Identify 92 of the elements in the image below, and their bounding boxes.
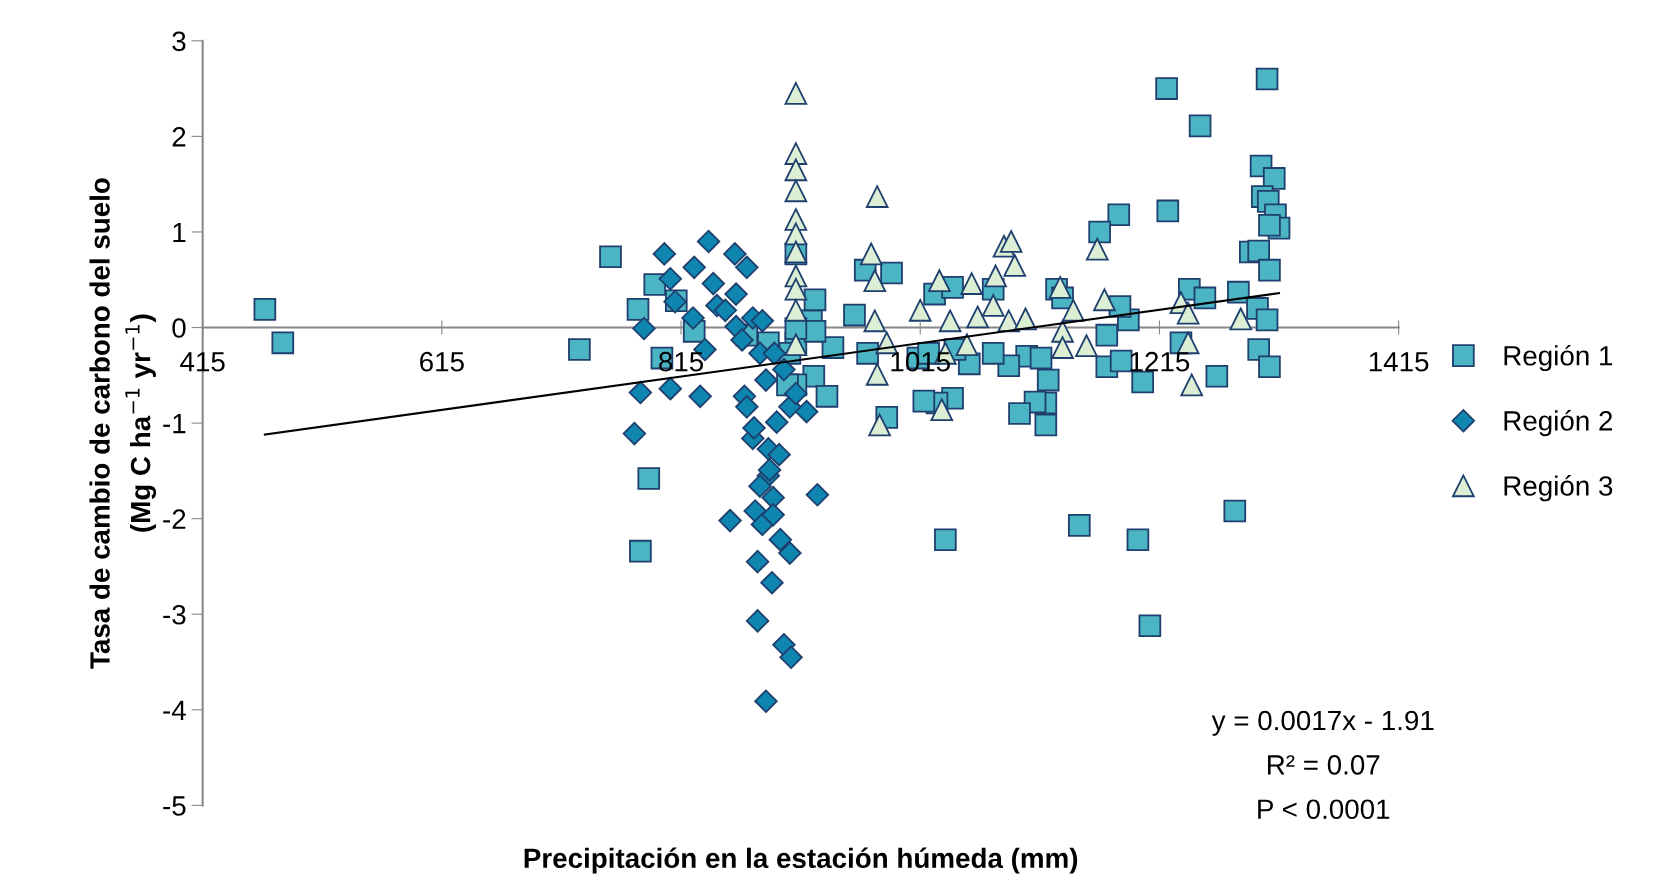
point bbox=[794, 399, 819, 424]
point bbox=[784, 82, 808, 105]
point bbox=[754, 368, 778, 392]
point bbox=[955, 333, 979, 357]
annotation: y = 0.0017x - 1.91 bbox=[1211, 710, 1434, 736]
point bbox=[960, 272, 983, 295]
point bbox=[748, 474, 772, 498]
point bbox=[757, 458, 782, 482]
point bbox=[859, 242, 883, 266]
y-tick-label: 2 bbox=[172, 127, 186, 147]
point bbox=[701, 271, 726, 296]
y-tick-label: 3 bbox=[172, 31, 186, 52]
point bbox=[718, 508, 742, 533]
point bbox=[1062, 298, 1085, 322]
point bbox=[745, 549, 770, 574]
point bbox=[1075, 334, 1098, 358]
point bbox=[696, 229, 721, 254]
point bbox=[723, 242, 747, 266]
point bbox=[778, 541, 802, 565]
point bbox=[652, 242, 677, 266]
point bbox=[784, 158, 808, 182]
point bbox=[765, 410, 789, 434]
point bbox=[762, 341, 787, 366]
point bbox=[863, 269, 887, 293]
point bbox=[1180, 373, 1204, 397]
y-tick-label: -5 bbox=[163, 796, 186, 816]
point bbox=[779, 645, 803, 669]
point bbox=[750, 309, 775, 333]
point bbox=[863, 309, 887, 333]
point bbox=[784, 142, 808, 165]
y-tick-label: -1 bbox=[163, 414, 186, 434]
point bbox=[632, 316, 656, 341]
y-tick-label: -4 bbox=[163, 700, 186, 720]
point bbox=[1048, 276, 1072, 299]
x-axis-title: Precipitación en la estación húmeda (mm) bbox=[524, 847, 1078, 874]
point bbox=[682, 255, 706, 280]
point bbox=[908, 298, 932, 322]
point bbox=[1003, 254, 1027, 277]
point bbox=[984, 264, 1007, 288]
point bbox=[761, 503, 785, 527]
point bbox=[1229, 307, 1253, 331]
point bbox=[658, 267, 682, 291]
point bbox=[928, 269, 951, 293]
point bbox=[768, 527, 793, 552]
y-tick-label: -2 bbox=[163, 509, 186, 529]
annotation: R² = 0.07 bbox=[1268, 755, 1380, 775]
point bbox=[730, 328, 754, 352]
point bbox=[745, 609, 770, 633]
annotation: P < 0.0001 bbox=[1258, 799, 1390, 820]
x-tick-label: 415 bbox=[180, 352, 225, 372]
y-tick-label: 1 bbox=[173, 222, 186, 243]
point bbox=[760, 571, 784, 595]
point bbox=[1093, 288, 1116, 312]
point bbox=[805, 483, 830, 507]
point bbox=[784, 222, 808, 246]
x-tick-label: 1015 bbox=[891, 351, 950, 372]
point bbox=[1051, 336, 1074, 359]
point bbox=[754, 689, 778, 713]
point bbox=[681, 306, 705, 330]
y-axis-title: Tasa de cambio de carbono del suelo (Mg C ha$^{−1}$ yr$^{−1}$) bbox=[89, 178, 157, 669]
point bbox=[865, 185, 889, 208]
y-tick-label: 0 bbox=[172, 318, 186, 338]
point bbox=[735, 395, 759, 419]
x-tick-label: 615 bbox=[420, 351, 464, 372]
point bbox=[724, 282, 748, 306]
point bbox=[628, 380, 653, 405]
point bbox=[735, 255, 759, 280]
point bbox=[938, 309, 962, 333]
point bbox=[868, 413, 891, 437]
point bbox=[981, 294, 1005, 317]
legend-label: Región 1 bbox=[1504, 344, 1613, 372]
point bbox=[772, 357, 796, 382]
point bbox=[767, 442, 791, 467]
point bbox=[622, 421, 647, 446]
point bbox=[930, 398, 954, 422]
point bbox=[865, 363, 889, 386]
legend-label: Región 2 bbox=[1504, 409, 1613, 437]
legend-label: Región 3 bbox=[1504, 475, 1613, 502]
point bbox=[784, 381, 808, 406]
point bbox=[784, 298, 808, 322]
point bbox=[784, 277, 808, 301]
point bbox=[999, 230, 1023, 253]
point bbox=[1176, 301, 1200, 325]
point bbox=[966, 305, 989, 329]
point bbox=[1085, 237, 1109, 261]
point bbox=[742, 416, 766, 440]
point bbox=[688, 384, 712, 409]
point bbox=[784, 179, 808, 203]
point bbox=[713, 298, 738, 323]
x-tick-label: 1415 bbox=[1369, 352, 1429, 372]
y-tick-label: -3 bbox=[163, 604, 186, 625]
point bbox=[658, 376, 682, 401]
